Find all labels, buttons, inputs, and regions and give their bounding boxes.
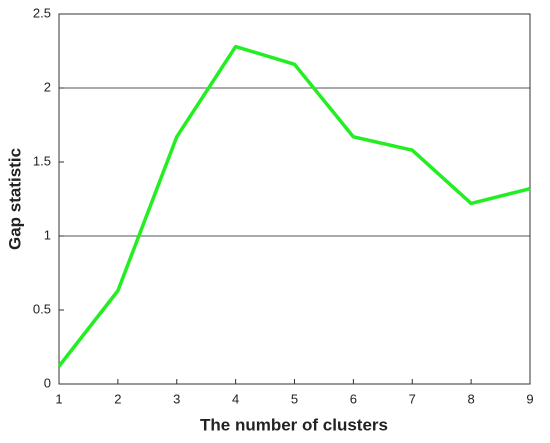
y-tick-label: 0 [44,375,51,390]
y-tick-label: 2.5 [33,5,51,20]
y-tick-label: 1 [44,227,51,242]
x-tick-label: 5 [291,391,298,406]
x-tick-label: 8 [468,391,475,406]
y-tick-label: 2 [44,79,51,94]
x-tick-label: 4 [232,391,239,406]
y-tick-label: 0.5 [33,301,51,316]
x-axis-label: The number of clusters [200,415,388,434]
x-tick-label: 2 [114,391,121,406]
x-tick-label: 6 [350,391,357,406]
x-tick-label: 3 [173,391,180,406]
y-tick-label: 1.5 [33,153,51,168]
x-tick-label: 9 [526,391,533,406]
data-line [57,44,531,368]
y-axis-label: Gap statistic [5,148,24,250]
x-tick-label: 1 [55,391,62,406]
x-tick-label: 7 [409,391,416,406]
plot-frame [58,13,531,385]
